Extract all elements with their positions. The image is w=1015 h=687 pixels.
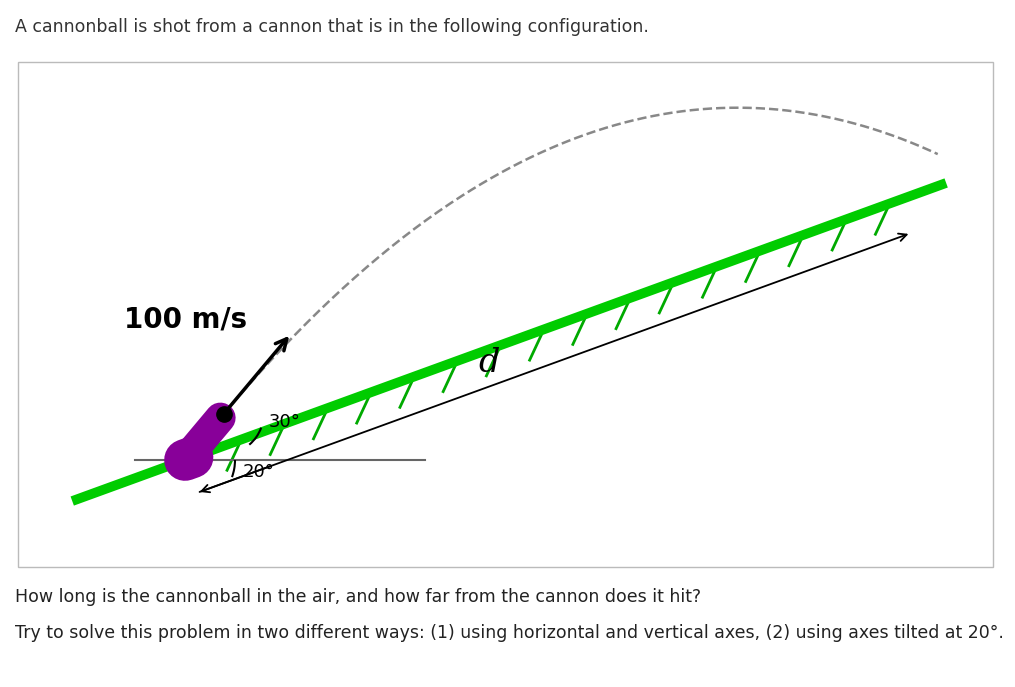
Text: 30°: 30° (269, 413, 300, 431)
Text: d: d (478, 347, 499, 379)
Text: How long is the cannonball in the air, and how far from the cannon does it hit?: How long is the cannonball in the air, a… (15, 588, 701, 606)
Text: 20°: 20° (243, 463, 275, 481)
Text: A cannonball is shot from a cannon that is in the following configuration.: A cannonball is shot from a cannon that … (15, 18, 649, 36)
Text: Try to solve this problem in two different ways: (1) using horizontal and vertic: Try to solve this problem in two differe… (15, 624, 1004, 642)
FancyBboxPatch shape (18, 62, 993, 567)
Text: 100 m/s: 100 m/s (124, 305, 247, 333)
